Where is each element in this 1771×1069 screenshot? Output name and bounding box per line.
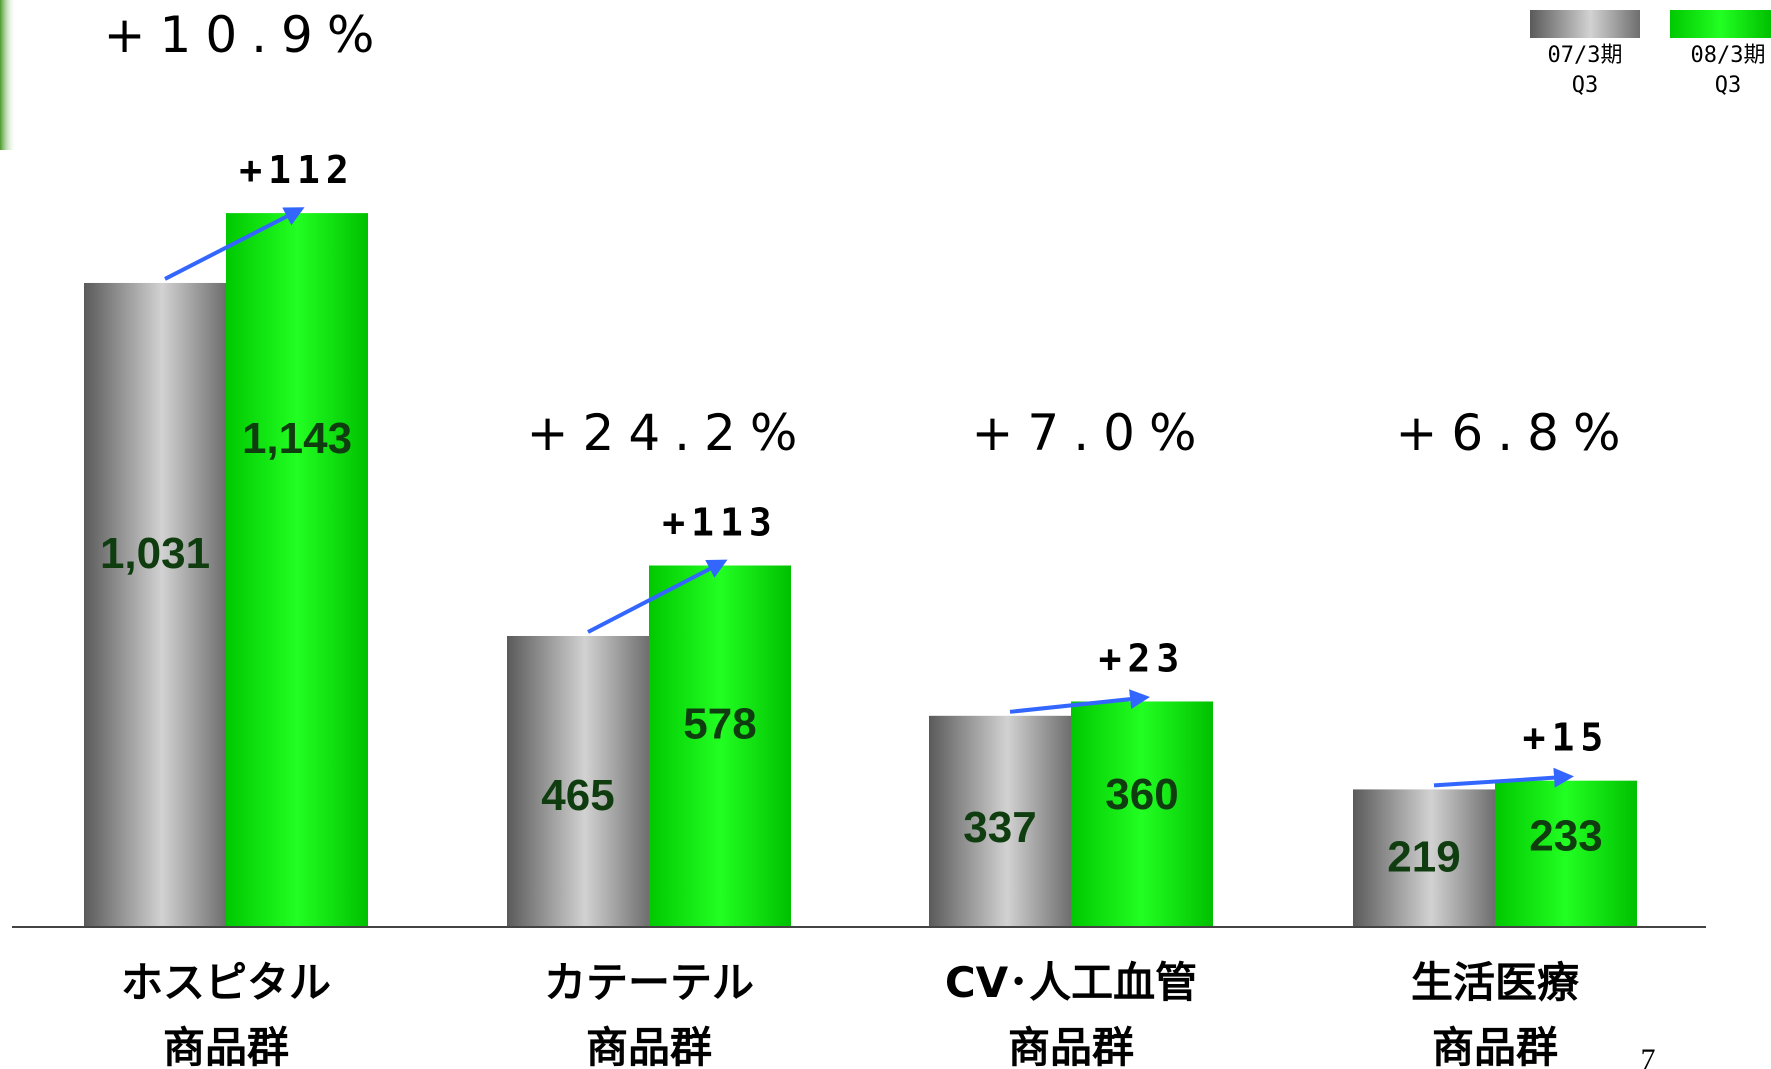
category-label-1-line2: 商品群 (586, 1023, 712, 1069)
legend-label-08-line2: Q3 (1715, 73, 1742, 98)
increase-label-1: +113 (662, 501, 778, 545)
increase-label-3: +15 (1523, 716, 1610, 760)
growth-label-1: +24.2% (527, 404, 812, 462)
increase-label-2: +23 (1099, 636, 1186, 680)
growth-label-0: +10.9% (104, 6, 389, 64)
increase-arrow-2 (1009, 689, 1150, 714)
legend-label-07-line1: 07/3期 (1548, 43, 1623, 68)
category-label-0-line1: ホスピタル (121, 958, 331, 1007)
value-label-07-0: 1,031 (100, 529, 210, 578)
value-label-08-3: 233 (1529, 811, 1602, 860)
category-label-3-line2: 商品群 (1432, 1023, 1558, 1069)
increase-arrow-1 (587, 559, 728, 634)
bar-07-1 (507, 635, 649, 926)
value-label-08-1: 578 (683, 700, 756, 749)
value-label-07-3: 219 (1387, 832, 1460, 881)
value-label-07-1: 465 (541, 771, 614, 820)
bar-08-3 (1495, 780, 1637, 926)
bar-07-3 (1353, 789, 1495, 926)
arrows-layer (164, 207, 1574, 788)
category-label-1-line1: カテーテル (544, 958, 754, 1007)
bar-08-2 (1071, 701, 1213, 926)
legend-label-08-line1: 08/3期 (1691, 43, 1766, 68)
value-label-08-0: 1,143 (242, 414, 352, 463)
growth-label-3: +6.8% (1396, 404, 1635, 462)
legend-swatch-08 (1670, 10, 1771, 38)
category-label-0-line2: 商品群 (163, 1023, 289, 1069)
increase-label-0: +112 (239, 148, 355, 192)
category-label-2-line2: 商品群 (1008, 1023, 1134, 1069)
bar-07-2 (929, 715, 1071, 926)
bars-layer (84, 213, 1637, 926)
legend-label-07-line2: Q3 (1572, 73, 1599, 98)
increase-arrow-0 (164, 207, 305, 281)
legend-swatch-07 (1530, 10, 1640, 38)
growth-label-2: +7.0% (972, 404, 1211, 462)
value-label-07-2: 337 (963, 803, 1036, 852)
increase-arrow-3 (1433, 767, 1574, 788)
bar-07-0 (84, 282, 226, 926)
bar-08-0 (226, 213, 368, 926)
value-label-08-2: 360 (1105, 770, 1178, 819)
page-number: 7 (1641, 1043, 1656, 1069)
legend: 07/3期 Q3 08/3期 Q3 (1530, 10, 1771, 98)
bar-08-1 (649, 565, 791, 926)
category-label-3-line1: 生活医療 (1411, 958, 1579, 1007)
left-edge-decoration (0, 0, 16, 150)
category-label-2-line1: CV･人工血管 (945, 958, 1197, 1007)
